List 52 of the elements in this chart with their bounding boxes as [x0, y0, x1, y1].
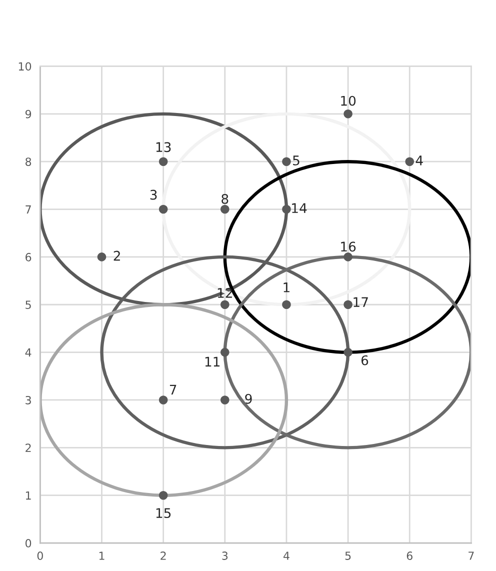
x-tick-label: 6: [406, 552, 412, 560]
annotation: 7: [170, 384, 176, 394]
point: [220, 300, 230, 310]
y-tick-label: 1: [26, 491, 31, 500]
x-tick-label: 5: [345, 552, 351, 560]
point: [220, 348, 230, 357]
annotation: 4: [416, 156, 423, 166]
x-tick-label: 2: [160, 552, 166, 560]
point: [344, 348, 352, 357]
point: [220, 204, 230, 214]
annotation: 3: [150, 190, 157, 200]
annotation: 2: [114, 250, 120, 261]
point: [220, 396, 230, 404]
point: [158, 490, 168, 500]
point: [405, 157, 414, 166]
annotation: 8: [222, 194, 228, 204]
annotation: 13: [156, 142, 171, 152]
annotation: 11: [205, 356, 220, 366]
annotation: 6: [361, 355, 368, 366]
point: [282, 157, 291, 166]
annotation: 16: [341, 242, 356, 252]
point: [344, 252, 352, 262]
y-tick-label: 9: [25, 110, 32, 118]
annotation: 17: [354, 297, 368, 307]
y-tick-label: 2: [26, 444, 31, 452]
annotation: 5: [293, 156, 300, 166]
annotation: 10: [341, 96, 356, 106]
y-tick-label: 10: [18, 62, 32, 71]
y-tick-label: 4: [25, 348, 32, 357]
x-tick-label: 4: [283, 552, 290, 560]
x-tick-label: 3: [222, 552, 228, 560]
y-tick-label: 8: [26, 158, 32, 166]
point: [97, 252, 106, 262]
annotation: 14: [292, 203, 307, 213]
y-tick-label: 3: [26, 396, 31, 404]
y-tick-label: 6: [26, 252, 32, 262]
point: [344, 300, 352, 310]
annotation: 1: [284, 282, 290, 292]
point: [282, 204, 291, 214]
y-tick-label: 5: [26, 300, 31, 310]
y-tick-label: 0: [26, 538, 32, 548]
point: [344, 110, 352, 118]
x-tick-label: 0: [37, 552, 43, 560]
point: [158, 157, 168, 166]
point: [158, 204, 168, 214]
y-tick-label: 7: [26, 205, 31, 214]
x-tick-label: 7: [468, 552, 474, 560]
point: [158, 396, 168, 404]
x-tick-label: 1: [99, 552, 104, 560]
point: [282, 300, 291, 310]
annotation: 9: [245, 394, 252, 404]
annotation: 15: [156, 508, 171, 518]
